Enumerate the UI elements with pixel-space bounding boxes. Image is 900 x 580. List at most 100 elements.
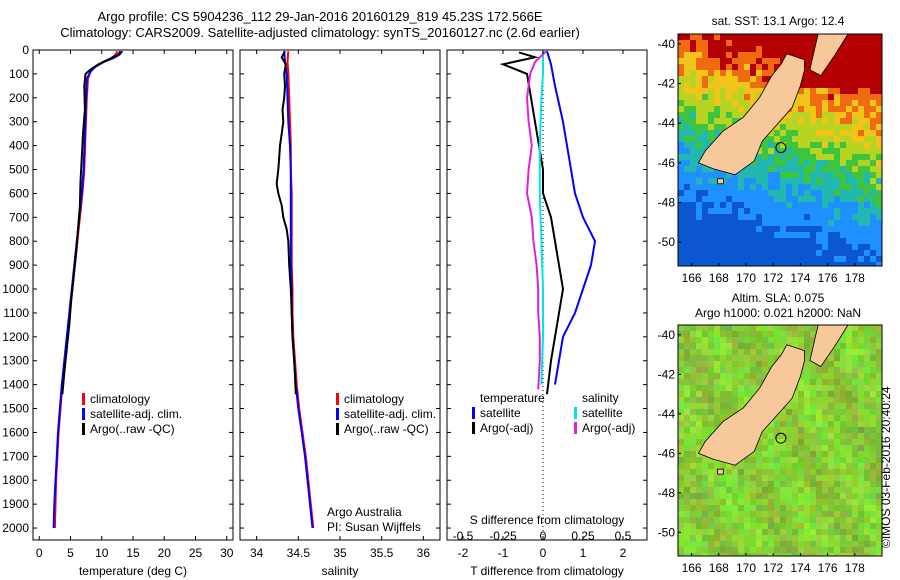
- map-cell: [726, 367, 732, 373]
- map-cell: [852, 433, 858, 439]
- map-cell: [690, 397, 696, 403]
- map-cell: [690, 148, 696, 154]
- map-cell: [792, 52, 798, 58]
- depth-tick-label: 500: [9, 163, 29, 177]
- map-cell: [804, 541, 810, 547]
- map-cell: [876, 184, 882, 190]
- map-cell: [846, 142, 852, 148]
- map-frame: [677, 324, 883, 557]
- map-cell: [816, 451, 822, 457]
- legend-label: satellite: [480, 406, 521, 420]
- map-cell: [858, 58, 864, 64]
- map-cell: [726, 172, 732, 178]
- map-cell: [798, 106, 804, 112]
- map-cell: [816, 385, 822, 391]
- map-cell: [876, 361, 882, 367]
- map-cell: [804, 118, 810, 124]
- map-cell: [690, 76, 696, 82]
- map-cell: [702, 130, 708, 136]
- map-cell: [738, 481, 744, 487]
- map-cell: [756, 202, 762, 208]
- map-cell: [864, 82, 870, 88]
- map-cell: [858, 34, 864, 40]
- map-cell: [840, 40, 846, 46]
- x-tick-label-salinity: -0.5: [453, 529, 474, 543]
- map-cell: [750, 517, 756, 523]
- map-cell: [798, 439, 804, 445]
- map-cell: [768, 499, 774, 505]
- map-cell: [876, 415, 882, 421]
- map-cell: [708, 118, 714, 124]
- map-cell: [690, 463, 696, 469]
- map-cell: [768, 421, 774, 427]
- map-cell: [726, 523, 732, 529]
- map-cell: [696, 178, 702, 184]
- map-cell: [834, 505, 840, 511]
- map-cell: [798, 475, 804, 481]
- map-cell: [708, 409, 714, 415]
- legend-label: satellite: [582, 406, 623, 420]
- map-cell: [738, 190, 744, 196]
- map-cell: [774, 40, 780, 46]
- map-cell: [834, 52, 840, 58]
- map-cell: [732, 262, 738, 266]
- map-cell: [840, 106, 846, 112]
- map-cell: [690, 451, 696, 457]
- map-cell: [852, 64, 858, 70]
- map-cell: [762, 541, 768, 547]
- map-cell: [834, 232, 840, 238]
- map-cell: [696, 196, 702, 202]
- map-cell: [708, 541, 714, 547]
- panel-frame-2: [239, 49, 441, 541]
- map-cell: [696, 94, 702, 100]
- map-cell: [702, 214, 708, 220]
- map-cell: [840, 214, 846, 220]
- map-cell: [702, 511, 708, 517]
- map-cell: [786, 475, 792, 481]
- legend-title: salinity: [582, 391, 619, 405]
- map-cell: [816, 262, 822, 266]
- map-cell: [792, 226, 798, 232]
- map-cell: [720, 202, 726, 208]
- map-cell: [744, 58, 750, 64]
- map-cell: [768, 148, 774, 154]
- map-cell: [834, 541, 840, 547]
- map-cell: [738, 385, 744, 391]
- map-cell: [762, 202, 768, 208]
- map-cell: [864, 409, 870, 415]
- map-cell: [756, 349, 762, 355]
- map-cell: [804, 88, 810, 94]
- map-cell: [876, 208, 882, 214]
- map-cell: [846, 421, 852, 427]
- map-cell: [696, 547, 702, 553]
- map-cell: [696, 118, 702, 124]
- map-cell: [828, 469, 834, 475]
- map-cell: [726, 250, 732, 256]
- map-cell: [720, 379, 726, 385]
- map-cell: [684, 349, 690, 355]
- map-cell: [738, 214, 744, 220]
- map-cell: [828, 112, 834, 118]
- depth-tick-label: 200: [9, 91, 29, 105]
- map-cell: [720, 373, 726, 379]
- map-cell: [822, 535, 828, 541]
- map-cell: [816, 238, 822, 244]
- map-cell: [768, 142, 774, 148]
- map-cell: [852, 220, 858, 226]
- map-cell: [870, 421, 876, 427]
- map-cell: [834, 517, 840, 523]
- map-cell: [864, 70, 870, 76]
- map-cell: [864, 106, 870, 112]
- map-cell: [786, 262, 792, 266]
- map-cell: [744, 397, 750, 403]
- map-cell: [828, 220, 834, 226]
- map-cell: [780, 535, 786, 541]
- map-cell: [780, 130, 786, 136]
- map-cell: [864, 118, 870, 124]
- map-cell: [774, 250, 780, 256]
- map-cell: [786, 463, 792, 469]
- map-cell: [684, 481, 690, 487]
- map-cell: [726, 106, 732, 112]
- map-cell: [780, 178, 786, 184]
- map-cell: [732, 58, 738, 64]
